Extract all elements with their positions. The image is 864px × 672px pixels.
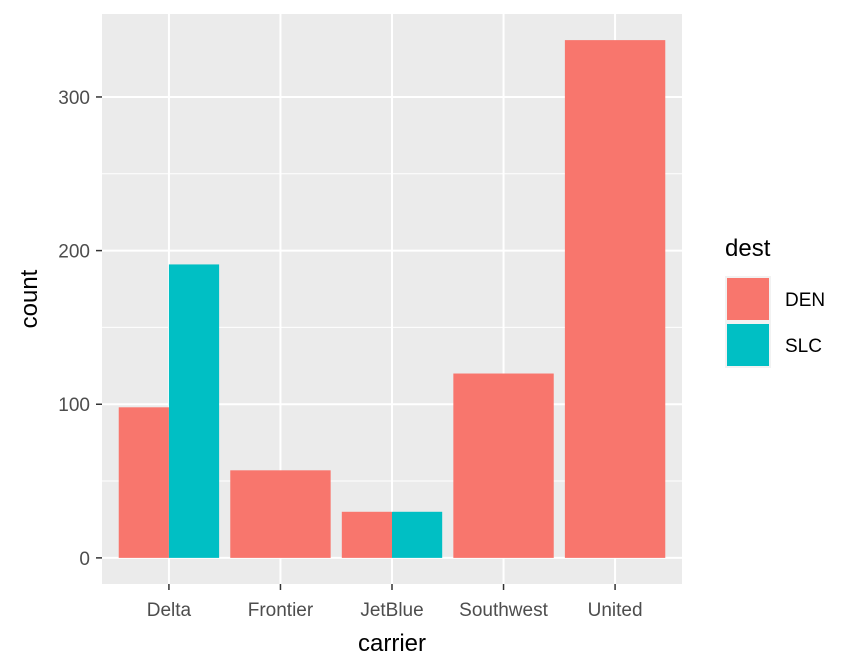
bar-frontier-den [230, 470, 331, 558]
y-axis: 0 100 200 300 [58, 88, 102, 570]
x-tick-label: United [588, 600, 643, 621]
y-tick-label: 0 [79, 549, 90, 570]
legend-label-slc: SLC [785, 336, 822, 357]
bar-jetblue-den [341, 511, 392, 558]
x-tick-label: Frontier [248, 600, 314, 621]
legend: dest DEN SLC [725, 235, 825, 368]
legend-label-den: DEN [785, 290, 825, 311]
x-tick-label: Delta [147, 600, 192, 621]
x-tick-label: Southwest [459, 600, 548, 621]
y-axis-title: count [16, 269, 43, 328]
legend-swatch-den [727, 278, 769, 320]
bar-jetblue-slc [392, 511, 443, 558]
legend-swatch-slc [727, 324, 769, 366]
y-tick-label: 200 [58, 242, 90, 263]
y-tick-label: 100 [58, 395, 90, 416]
bar-southwest-den [453, 373, 554, 558]
y-tick-label: 300 [58, 88, 90, 109]
bar-united-den [564, 40, 666, 558]
x-axis: Delta Frontier JetBlue Southwest United [147, 584, 643, 621]
legend-title: dest [725, 235, 771, 262]
x-tick-label: JetBlue [360, 600, 423, 621]
bar-delta-slc [168, 264, 220, 558]
bars [118, 40, 666, 558]
x-axis-title: carrier [358, 630, 426, 657]
bar-delta-den [118, 407, 169, 558]
